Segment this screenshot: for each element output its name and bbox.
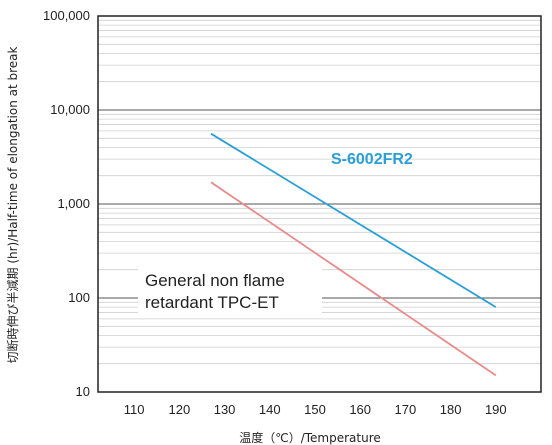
x-tick-label: 130 [214,402,236,417]
series-line-s6002fr2 [210,132,497,308]
annotation-background [138,264,322,316]
annotation-line-2: retardant TPC-ET [145,293,279,312]
x-tick-label: 170 [395,402,417,417]
plot-frame [97,15,542,393]
y-tick-label: 10 [76,384,90,399]
x-tick-label: 140 [259,402,281,417]
x-tick-label: 180 [440,402,462,417]
series-lines [210,132,497,377]
y-axis-title: 切断時伸び半減期 (hr)/Half-time of elongation at… [5,46,20,363]
y-tick-labels: 10 100 1,000 10,000 100,000 [43,8,90,399]
y-tick-label: 100,000 [43,8,90,23]
x-tick-label: 110 [124,402,145,417]
x-axis-title: 温度（℃）/Temperature [239,430,381,445]
y-tick-label: 100 [68,290,90,305]
y-tick-label: 1,000 [57,196,90,211]
series-label-s6002fr2: S-6002FR2 [331,151,413,168]
x-tick-label: 190 [485,402,507,417]
series-line-general-tpc-et [210,181,497,377]
x-tick-labels: 110 120 130 140 150 160 170 180 190 [124,402,507,417]
x-tick-label: 120 [169,402,191,417]
x-tick-label: 160 [349,402,371,417]
y-tick-label: 10,000 [50,102,90,117]
annotation-line-1: General non flame [145,271,285,290]
x-tick-label: 150 [304,402,326,417]
